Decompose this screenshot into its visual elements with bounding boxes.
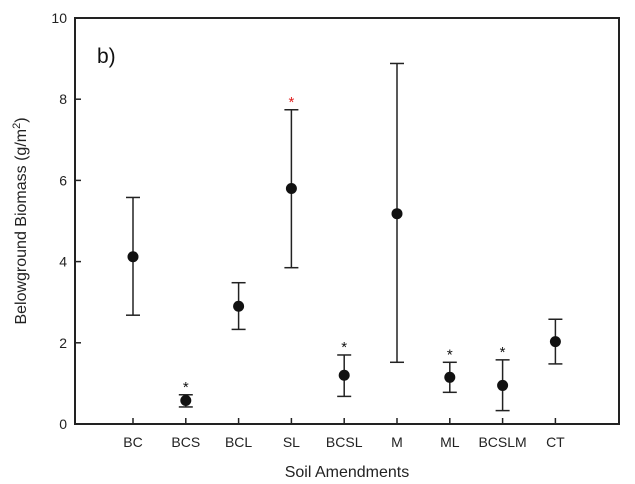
data-point bbox=[444, 371, 456, 383]
significance-star: * bbox=[500, 344, 506, 361]
data-point bbox=[391, 208, 403, 220]
x-axis-ticks: BC BCS BCL SL BCSL M ML BCSLM CT bbox=[123, 418, 565, 450]
x-tick-label: BCSLM bbox=[478, 434, 526, 450]
x-axis-label: Soil Amendments bbox=[285, 464, 410, 481]
y-tick-label: 8 bbox=[59, 91, 67, 107]
x-tick-label: BCL bbox=[225, 434, 252, 450]
x-tick-label: SL bbox=[283, 434, 300, 450]
y-axis-label-close: ) bbox=[13, 117, 30, 122]
error-bars bbox=[126, 62, 563, 412]
significance-star: * bbox=[341, 339, 347, 356]
y-axis-label: Belowground Biomass (g/m2) bbox=[11, 117, 30, 324]
plot-area-frame bbox=[74, 17, 620, 425]
y-axis-label-main: Belowground Biomass (g/m bbox=[13, 129, 30, 325]
y-tick-label: 6 bbox=[59, 172, 67, 188]
data-point bbox=[549, 336, 561, 348]
y-axis-ticks: 0 2 4 6 8 10 bbox=[51, 10, 81, 432]
significance-markers: * * * * * bbox=[183, 94, 506, 396]
significance-star: * bbox=[447, 346, 453, 363]
x-tick-label: CT bbox=[546, 434, 565, 450]
data-point bbox=[497, 379, 509, 391]
data-point bbox=[338, 369, 350, 381]
panel-label: b) bbox=[97, 45, 116, 68]
data-point bbox=[180, 394, 192, 406]
x-tick-label: BCSL bbox=[326, 434, 363, 450]
significance-star: * bbox=[183, 379, 189, 396]
y-tick-label: 4 bbox=[59, 254, 67, 270]
y-tick-label: 10 bbox=[51, 10, 67, 26]
y-tick-label: 2 bbox=[59, 335, 67, 351]
data-point bbox=[127, 251, 139, 263]
x-tick-label: BC bbox=[123, 434, 142, 450]
y-axis-label-superscript: 2 bbox=[11, 123, 23, 129]
data-point bbox=[233, 300, 245, 312]
x-tick-label: BCS bbox=[171, 434, 200, 450]
data-point bbox=[285, 183, 297, 195]
data-points bbox=[127, 183, 561, 406]
significance-star: * bbox=[288, 94, 294, 111]
x-tick-label: ML bbox=[440, 434, 460, 450]
x-tick-label: M bbox=[391, 434, 403, 450]
y-tick-label: 0 bbox=[59, 416, 67, 432]
